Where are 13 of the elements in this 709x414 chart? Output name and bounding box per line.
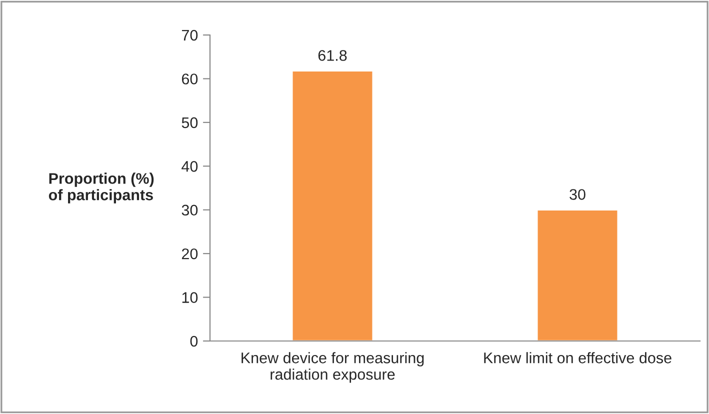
y-tick-label: 0	[190, 336, 198, 347]
x-tick-label: Knew device for measuring radiation exposure	[242, 352, 424, 383]
y-tick-label: 50	[182, 117, 198, 128]
data-label: 61.8	[318, 50, 347, 61]
y-tick-label: 20	[182, 248, 198, 260]
data-label: 30	[570, 189, 586, 200]
y-axis-title: Proportion (%) of participants	[48, 172, 154, 204]
y-tick-label: 70	[182, 30, 198, 41]
y-tick-label: 60	[182, 74, 198, 84]
y-tick-label: 30	[182, 204, 198, 216]
y-tick-label: 40	[182, 161, 198, 172]
y-tick-label: 10	[182, 292, 198, 303]
x-tick-label: Knew limit on effective dose	[484, 352, 672, 364]
